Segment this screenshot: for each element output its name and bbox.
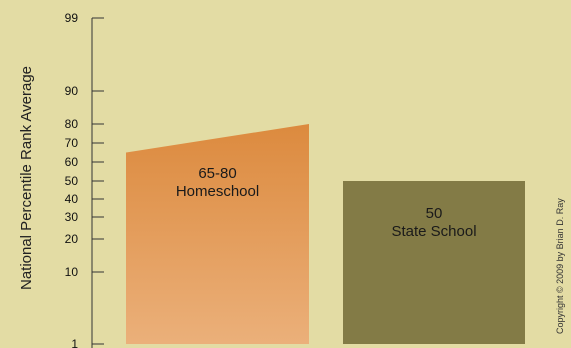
y-tick-label-60: 60 <box>65 155 79 169</box>
bars <box>126 124 525 344</box>
bar-homeschool-value-label: 65-80 <box>198 165 236 182</box>
y-tick-label-20: 20 <box>65 232 79 246</box>
bar-homeschool-category-label: Homeschool <box>176 183 259 200</box>
copyright-text: Copyright © 2009 by Brian D. Ray <box>555 198 565 334</box>
y-tick-label-80: 80 <box>65 117 79 131</box>
y-tick-label-40: 40 <box>65 192 79 206</box>
y-tick-label-10: 10 <box>65 265 79 279</box>
y-tick-label-30: 30 <box>65 210 79 224</box>
bar-state-value-label: 50 <box>426 205 443 222</box>
y-tick-label-50: 50 <box>65 174 79 188</box>
bar-state-category-label: State School <box>391 223 476 240</box>
y-tick-label-99: 99 <box>65 11 79 25</box>
y-tick-label-70: 70 <box>65 136 79 150</box>
bar-homeschool <box>126 124 309 344</box>
y-axis-label: National Percentile Rank Average <box>18 66 35 290</box>
y-tick-label-90: 90 <box>65 84 79 98</box>
y-tick-label-1: 1 <box>71 337 78 348</box>
bar-state-school <box>343 181 525 344</box>
y-axis-ticks: 99 90 80 70 60 50 40 30 20 10 1 <box>65 11 104 348</box>
